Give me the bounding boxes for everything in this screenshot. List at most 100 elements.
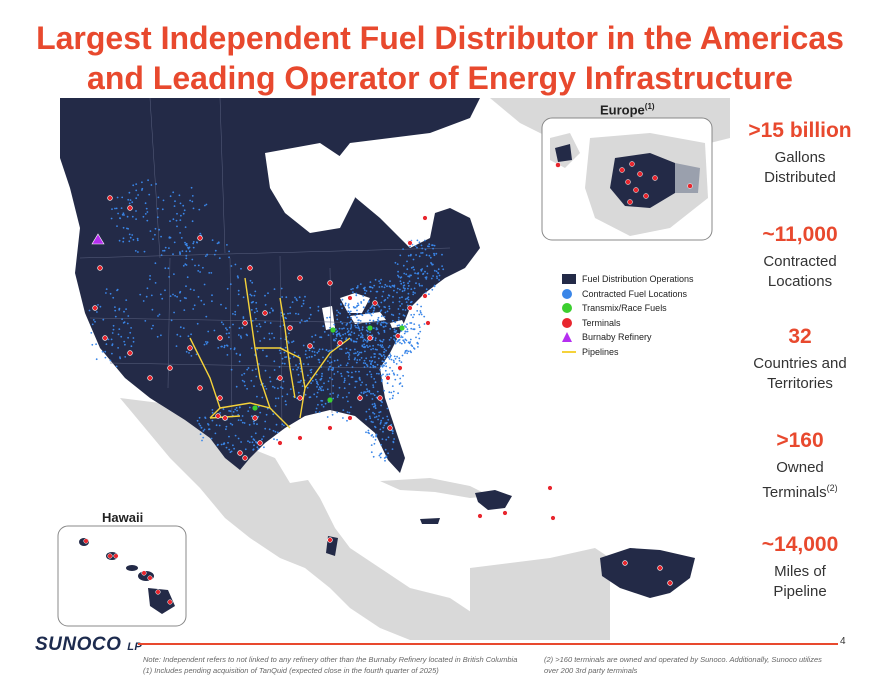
contracted-location-point	[264, 321, 266, 324]
contracted-location-point	[202, 430, 205, 432]
contracted-location-point	[382, 373, 384, 376]
title-line-2: and Leading Operator of Energy Infrastru…	[87, 60, 793, 96]
contracted-location-point	[341, 307, 343, 310]
contracted-location-point	[353, 352, 355, 355]
contracted-location-point	[225, 425, 228, 428]
contracted-location-point	[418, 255, 421, 258]
contracted-location-point	[229, 422, 232, 425]
contracted-location-point	[249, 293, 252, 296]
contracted-location-point	[337, 333, 339, 335]
contracted-location-point	[217, 241, 220, 244]
contracted-location-point	[428, 254, 431, 257]
contracted-location-point	[346, 411, 349, 413]
contracted-location-point	[105, 343, 108, 346]
contracted-location-point	[276, 431, 279, 434]
contracted-location-point	[370, 420, 373, 423]
pipelines	[189, 277, 351, 429]
contracted-location-point	[238, 406, 241, 409]
contracted-location-point	[285, 296, 288, 299]
contracted-location-point	[409, 245, 411, 248]
contracted-location-point	[406, 323, 408, 326]
contracted-location-point	[394, 341, 397, 343]
contracted-location-point	[111, 344, 114, 347]
contracted-location-point	[390, 391, 393, 394]
contracted-location-point	[354, 340, 356, 343]
terminal-point	[357, 395, 363, 401]
contracted-location-point	[409, 322, 412, 324]
contracted-location-point	[304, 393, 307, 396]
contracted-location-point	[417, 277, 419, 280]
europe-label-text: Europe	[600, 102, 645, 118]
americas-map	[57, 98, 730, 640]
contracted-location-point	[269, 380, 272, 383]
contracted-location-point	[255, 441, 258, 444]
contracted-location-point	[356, 359, 359, 361]
contracted-location-point	[289, 312, 291, 315]
contracted-location-point	[268, 428, 271, 431]
contracted-location-point	[158, 313, 161, 316]
contracted-location-point	[365, 357, 368, 360]
europe-terminal	[555, 162, 561, 168]
contracted-location-point	[288, 332, 290, 335]
contracted-location-point	[202, 436, 205, 439]
contracted-location-point	[91, 343, 94, 346]
contracted-location-point	[419, 310, 422, 312]
contracted-location-point	[431, 288, 434, 291]
contracted-location-point	[309, 306, 312, 309]
contracted-location-point	[198, 416, 201, 419]
contracted-location-point	[432, 263, 434, 266]
contracted-location-point	[347, 304, 350, 307]
contracted-location-point	[239, 335, 242, 338]
contracted-location-point	[317, 403, 319, 406]
contracted-location-point	[357, 304, 360, 307]
contracted-location-point	[149, 278, 151, 281]
contracted-location-point	[241, 374, 243, 376]
contracted-location-point	[213, 253, 216, 256]
contracted-location-point	[376, 320, 379, 323]
contracted-location-point	[412, 266, 415, 268]
contracted-location-point	[360, 351, 363, 354]
contracted-location-point	[364, 346, 366, 349]
contracted-location-point	[396, 340, 399, 343]
stat-value: >160	[776, 429, 824, 452]
contracted-location-point	[394, 330, 396, 333]
contracted-location-point	[279, 325, 282, 328]
contracted-location-point	[369, 281, 372, 283]
contracted-location-point	[309, 377, 312, 379]
contracted-location-point	[309, 313, 312, 316]
contracted-location-point	[264, 369, 267, 372]
contracted-location-point	[251, 441, 254, 444]
contracted-location-point	[393, 373, 396, 376]
contracted-location-point	[401, 296, 403, 299]
contracted-location-point	[256, 423, 258, 426]
contracted-location-point	[104, 350, 107, 353]
contracted-location-point	[280, 287, 283, 290]
contracted-location-point	[193, 289, 195, 291]
contracted-location-point	[416, 246, 418, 249]
contracted-location-point	[154, 233, 156, 236]
contracted-location-point	[265, 413, 268, 416]
contracted-location-point	[279, 352, 282, 354]
contracted-location-point	[246, 387, 249, 390]
contracted-location-point	[250, 415, 253, 417]
contracted-location-point	[389, 286, 392, 288]
contracted-location-point	[360, 384, 362, 386]
contracted-location-point	[310, 356, 313, 358]
contracted-location-point	[365, 322, 368, 325]
contracted-location-point	[257, 448, 260, 450]
contracted-location-point	[324, 402, 327, 405]
contracted-location-point	[136, 237, 139, 240]
contracted-location-point	[193, 304, 196, 307]
contracted-location-point	[442, 268, 445, 271]
contracted-location-point	[146, 219, 149, 222]
contracted-location-point	[383, 424, 386, 427]
contracted-location-point	[232, 313, 234, 315]
contracted-location-point	[214, 249, 217, 252]
contracted-location-point	[419, 311, 422, 314]
contracted-location-point	[426, 265, 429, 268]
contracted-location-point	[250, 294, 253, 297]
contracted-location-point	[385, 365, 388, 368]
contracted-location-point	[264, 420, 267, 423]
terminal-point	[667, 580, 673, 586]
contracted-location-point	[393, 289, 395, 292]
